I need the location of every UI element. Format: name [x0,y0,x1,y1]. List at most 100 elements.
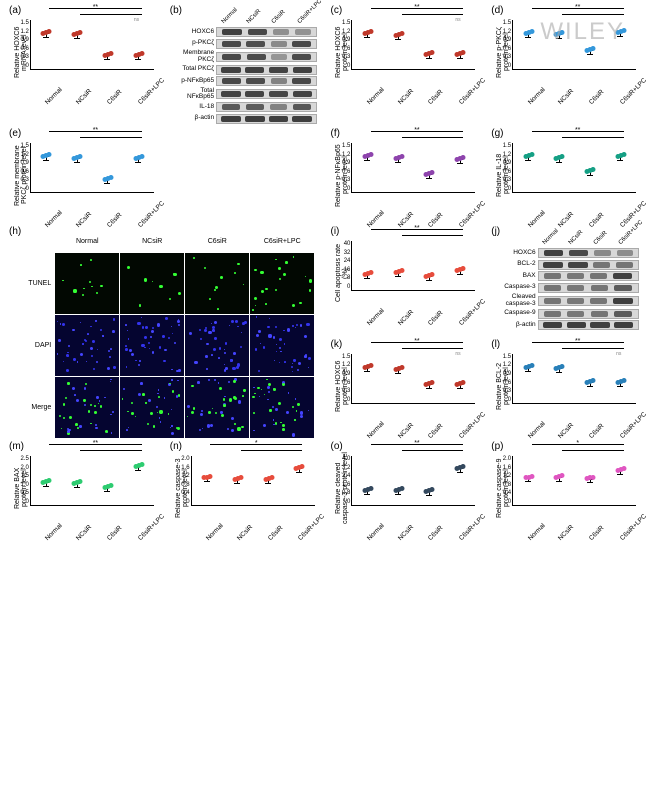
dot [300,415,303,418]
dot [137,322,140,325]
dot [158,389,159,390]
x-label: Normal [526,428,538,440]
blot-band [544,311,561,317]
dot [93,368,95,370]
fluorescence-dots [185,315,249,376]
dot [209,298,211,300]
dot [296,324,298,326]
blot-row: Caspase-3 [494,283,639,293]
dot [122,398,123,399]
dot [168,337,170,339]
x-label: C6siR+LPC [136,94,148,106]
tunel-header: C6siR+LPC [250,238,314,252]
blot-header: C6siR+LPC [296,15,306,25]
blot-band [292,41,311,47]
dot [297,369,299,371]
tunel-header: Normal [55,238,119,252]
data-group [450,20,470,69]
blot-label: Total PKCζ [172,66,216,73]
x-label: C6siR [588,94,600,106]
y-ticks: 00.30.60.91.21.5 [334,143,350,192]
blot-band [292,116,312,122]
dot [208,331,211,334]
dot [242,395,244,397]
tunel-panel: NormalNCsiRC6siRC6siR+LPCTUNELDAPIMerge [14,226,314,438]
data-group [419,241,439,290]
data-group [450,456,470,505]
x-labels: NormalNCsiRC6siRC6siR+LPC [352,428,475,435]
dot [306,323,309,326]
blot-header: C6siR [593,236,603,246]
data-group [358,143,378,192]
y-tick: 2.5 [13,456,29,462]
x-label: Normal [366,530,378,542]
dot [267,399,269,401]
blot-band [567,322,587,328]
dot [95,320,96,321]
data-point [399,486,404,491]
x-labels: NormalNCsiRC6siRC6siR+LPC [352,530,475,537]
dot [85,383,88,386]
dot [269,409,271,411]
dot [260,343,261,344]
data-point [529,474,534,479]
panel-n: (n)Relative caspase-3protein level00.40.… [166,441,324,536]
fluorescence-dots [55,315,119,376]
blot-row: Total NFκBp65 [172,88,317,101]
data-point [139,154,144,159]
dot [294,419,295,420]
dot [265,303,267,305]
data-group [519,456,539,505]
dot [232,367,235,370]
dot [63,417,66,420]
plot-area: 00.30.60.91.21.5**NormalNCsiRC6siRC6siR+… [30,143,154,193]
y-tick: 0 [334,397,350,403]
dot [107,367,110,370]
blot-lanes [538,248,639,258]
dot [125,348,128,351]
data-group [611,456,631,505]
y-tick: 1.2 [13,152,29,158]
x-label: C6siR+LPC [458,428,470,440]
blot-lanes [216,102,317,112]
data-group [98,20,118,69]
data-group [67,20,87,69]
blot-band [269,67,288,73]
chart: Relative BCL-2protein level00.30.60.91.2… [496,339,636,434]
blot-lanes [538,309,639,319]
data-group [67,456,87,505]
dot [275,289,277,291]
y-tick: 1.5 [495,20,511,26]
data-point [591,167,596,172]
dot [73,358,76,361]
dot [231,429,234,432]
y-tick: 0.3 [334,388,350,394]
blot-band [544,273,561,279]
y-tick: 1.6 [495,465,511,471]
tunel-image [120,377,184,438]
tunel-image [185,253,249,314]
blot-band [247,54,266,60]
data-point [529,29,534,34]
dot [187,405,190,408]
x-label: NCsiR [557,94,569,106]
y-tick: 0 [334,284,350,290]
dot [243,284,244,285]
dot [112,330,115,333]
dot [224,369,226,371]
data-group [289,456,309,505]
y-tick: 0.3 [495,388,511,394]
blot-header: NCsiR [567,236,577,246]
panel-label: (h) [9,226,21,237]
dot [257,387,260,390]
plot-area: 00.30.60.91.21.5**nsNormalNCsiRC6siRC6si… [351,354,475,404]
dot [80,322,81,323]
dot [135,416,136,417]
x-label: C6siR+LPC [136,530,148,542]
blot-band [543,262,562,268]
data-group [389,456,409,505]
x-label: Normal [526,94,538,106]
dot [99,400,101,402]
dot [292,363,293,364]
dot [128,338,130,340]
